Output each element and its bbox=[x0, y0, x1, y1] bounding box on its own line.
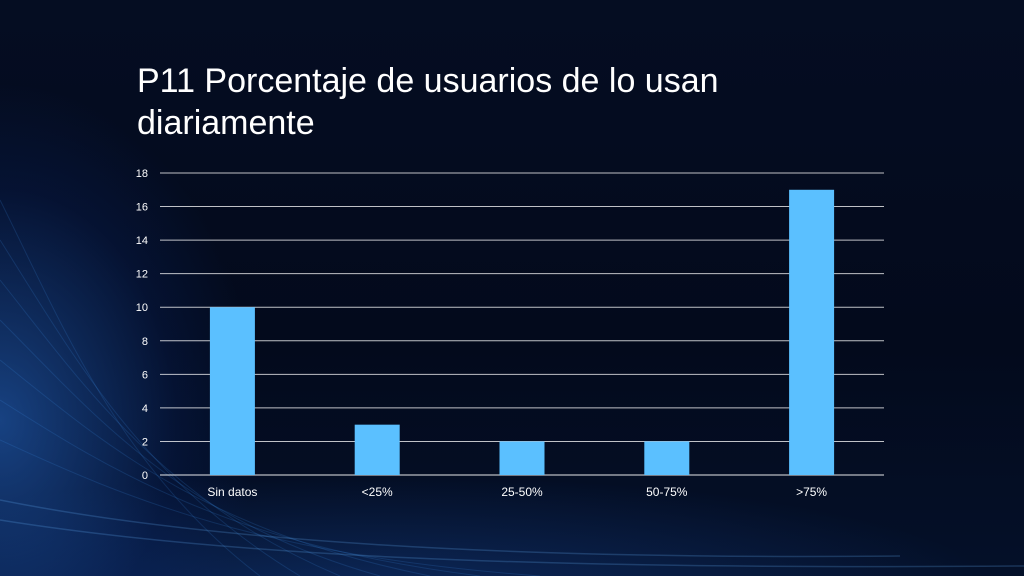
y-tick-label: 12 bbox=[136, 269, 148, 281]
bar-1 bbox=[354, 424, 400, 475]
x-category-label: >75% bbox=[796, 485, 827, 499]
x-category-label: 50-75% bbox=[646, 485, 688, 499]
y-tick-label: 8 bbox=[142, 336, 148, 348]
y-tick-label: 16 bbox=[136, 202, 148, 214]
y-tick-label: 18 bbox=[136, 168, 148, 180]
slide-title: P11 Porcentaje de usuarios de lo usan di… bbox=[137, 62, 719, 142]
y-tick-label: 2 bbox=[142, 436, 148, 448]
bar-0 bbox=[209, 307, 255, 475]
y-tick-label: 0 bbox=[142, 470, 148, 482]
bar-4 bbox=[789, 189, 835, 475]
x-category-label: 25-50% bbox=[501, 485, 543, 499]
y-tick-label: 14 bbox=[136, 235, 148, 247]
y-tick-label: 6 bbox=[142, 369, 148, 381]
x-category-label: <25% bbox=[362, 485, 393, 499]
y-tick-label: 10 bbox=[136, 302, 148, 314]
bar-3 bbox=[644, 441, 690, 475]
x-category-label: Sin datos bbox=[207, 485, 257, 499]
bar-2 bbox=[499, 441, 545, 475]
y-tick-label: 4 bbox=[142, 403, 148, 415]
